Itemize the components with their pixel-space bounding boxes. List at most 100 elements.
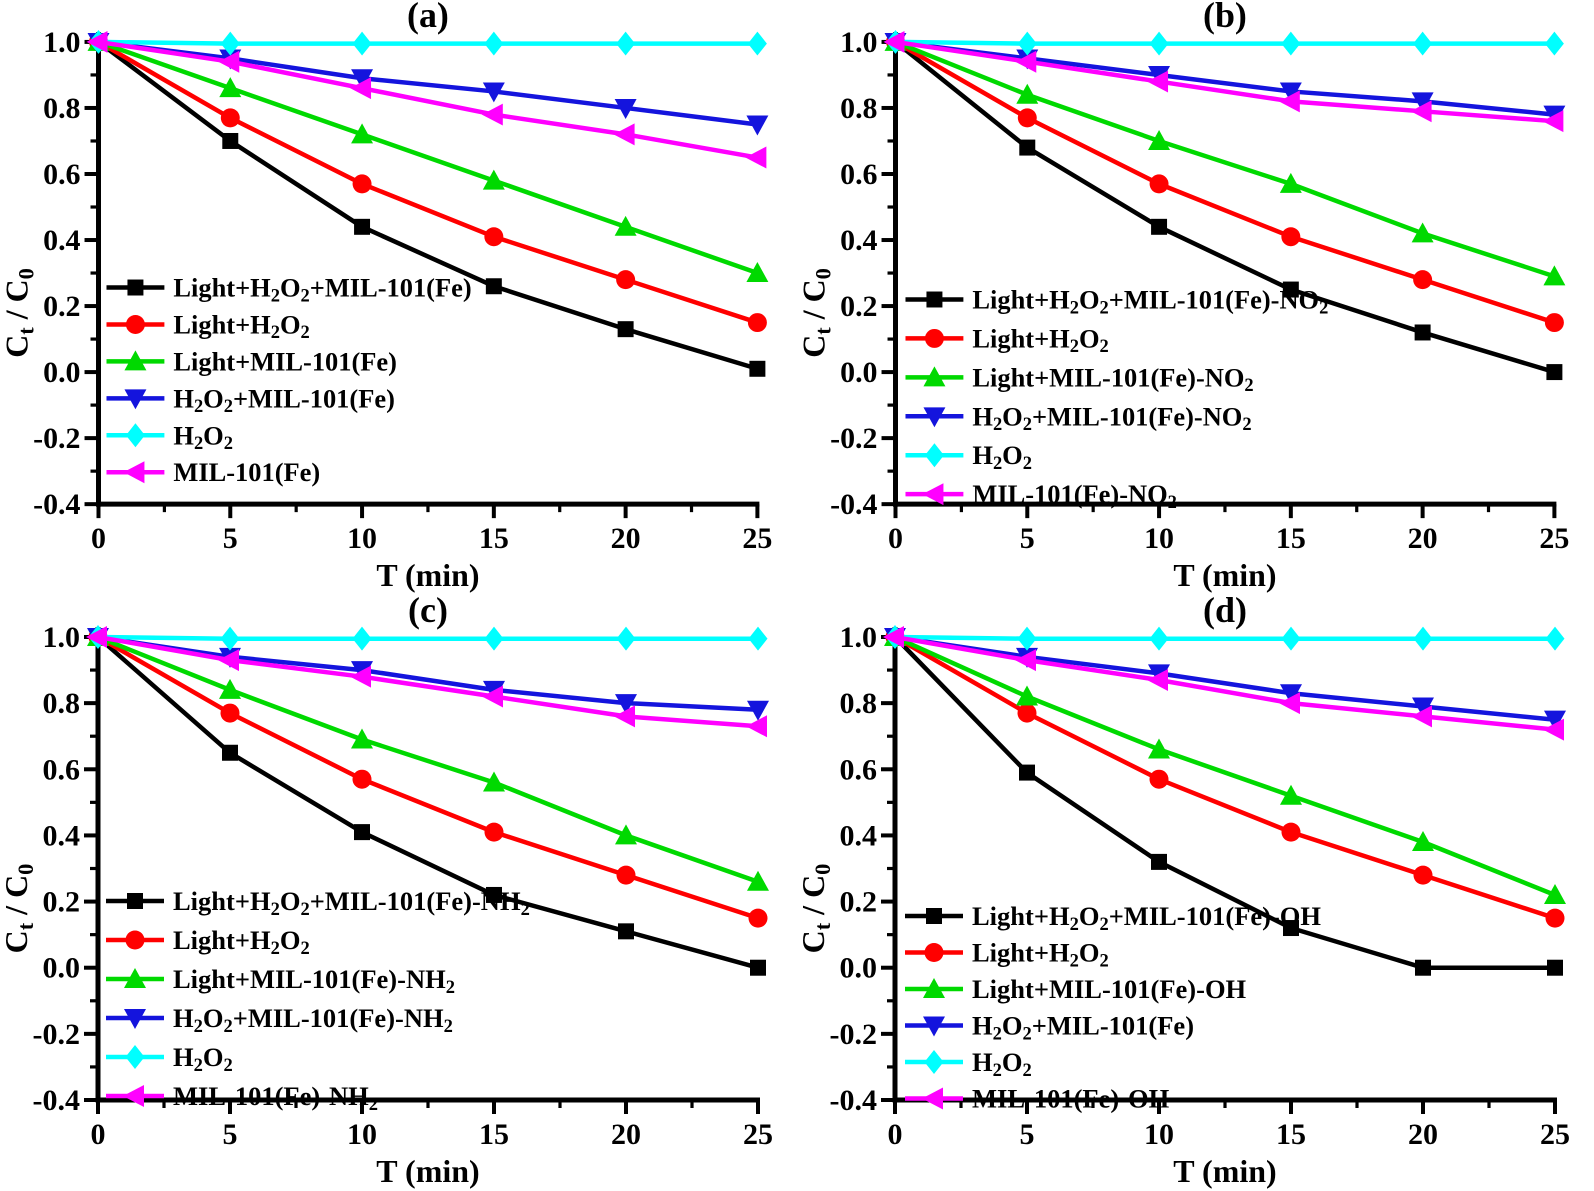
y-tick-label: 1.0 xyxy=(43,621,81,654)
panel-title: (c) xyxy=(408,595,448,630)
x-tick-label: 0 xyxy=(91,1118,106,1151)
panel-a-chart: (a) 1.0 0.8 0.6 0.4 0.2 0.0 -0.2 -0.4 0 5 10 15 20 25 T… xyxy=(0,0,772,593)
triangle-down-marker xyxy=(923,407,946,428)
square-marker xyxy=(354,218,371,235)
y-tick-label: -0.4 xyxy=(33,1084,81,1117)
x-axis-title: T (min) xyxy=(1173,558,1276,593)
triangle-up-marker xyxy=(614,215,637,236)
series-line xyxy=(892,634,1558,641)
triangle-down-marker xyxy=(1412,697,1434,718)
y-tick-label: 1.0 xyxy=(43,26,80,59)
square-marker xyxy=(1151,853,1167,870)
legend-item: MIL-101(Fe)-NH2 xyxy=(106,1081,378,1115)
diamond-marker xyxy=(1281,626,1301,651)
triangle-left-marker xyxy=(1015,649,1036,672)
panel-title: (d) xyxy=(1203,595,1247,630)
y-tick-label: -0.2 xyxy=(33,422,80,455)
x-tick-label: 10 xyxy=(347,522,377,555)
triangle-up-marker xyxy=(482,169,505,190)
triangle-left-marker xyxy=(218,50,240,73)
circle-marker xyxy=(220,703,240,723)
triangle-left-marker xyxy=(86,626,107,648)
y-tick-label: 1.0 xyxy=(840,26,877,59)
square-marker xyxy=(1546,364,1563,381)
y-tick-label: 0.0 xyxy=(840,356,877,389)
legend-label: H2O2+MIL-101(Fe)-NH2 xyxy=(173,1003,453,1037)
triangle-left-marker xyxy=(1410,100,1432,123)
x-tick-label: 20 xyxy=(611,522,641,555)
square-marker xyxy=(222,744,238,761)
triangle-down-marker xyxy=(614,98,637,119)
panel-title: (a) xyxy=(407,0,449,35)
triangle-left-marker xyxy=(614,705,635,728)
legend-item: H2O2 xyxy=(106,420,233,453)
series xyxy=(884,30,1566,286)
x-tick-label: 10 xyxy=(1144,1118,1174,1151)
circle-marker xyxy=(1544,313,1564,333)
circle-marker xyxy=(484,227,504,247)
y-tick-label: 0.0 xyxy=(43,952,81,985)
panel-b: (b) 1.0 0.8 0.6 0.4 0.2 0.0 -0.2 -0.4 0 5 10 15 20 25 T… xyxy=(797,0,1594,595)
diamond-marker xyxy=(1017,626,1037,651)
triangle-left-marker xyxy=(883,626,904,648)
triangle-up-marker xyxy=(1411,222,1434,243)
triangle-left-marker xyxy=(746,715,767,738)
triangle-left-marker xyxy=(1542,110,1564,133)
series-line xyxy=(95,634,761,970)
x-tick-label: 5 xyxy=(223,1118,238,1151)
diamond-marker xyxy=(924,443,944,468)
diamond-marker xyxy=(125,1045,145,1069)
diamond-marker xyxy=(748,626,768,651)
y-tick-label: -0.2 xyxy=(33,1018,81,1051)
series xyxy=(88,627,768,928)
y-tick-label: 0.4 xyxy=(840,224,877,257)
circle-marker xyxy=(1545,908,1565,928)
legend: Light+H2O2+MIL-101(Fe)Light+H2O2 Light+MI… xyxy=(106,273,472,487)
circle-marker xyxy=(125,314,145,334)
triangle-up-marker xyxy=(1148,738,1170,759)
diamond-marker xyxy=(1281,31,1301,56)
square-marker xyxy=(926,908,942,924)
series xyxy=(86,30,767,169)
triangle-down-marker xyxy=(1280,684,1302,705)
x-tick-label: 20 xyxy=(611,1118,641,1151)
triangle-left-marker xyxy=(482,685,503,708)
diamond-marker xyxy=(747,31,767,56)
triangle-down-marker xyxy=(1411,92,1434,113)
legend-item: MIL-101(Fe)-NO2 xyxy=(905,479,1177,512)
legend-item: H2O2 xyxy=(905,1047,1032,1081)
y-tick-label: -0.4 xyxy=(33,488,80,521)
y-tick-label: 0.0 xyxy=(43,356,80,389)
x-tick-label: 20 xyxy=(1408,522,1438,555)
triangle-left-marker xyxy=(1015,50,1037,73)
x-tick-label: 25 xyxy=(743,1118,773,1151)
y-axis-title: Ct / C0 xyxy=(797,864,835,954)
circle-marker xyxy=(352,769,372,789)
legend-label: H2O2 xyxy=(972,440,1032,473)
square-marker xyxy=(617,321,634,338)
triangle-left-marker xyxy=(350,77,372,100)
triangle-up-marker xyxy=(746,262,769,283)
panel-d: (d) 1.0 0.8 0.6 0.4 0.2 0.0 -0.2 -0.4 0 5 10 15 20 25 T… xyxy=(797,595,1594,1191)
series-line xyxy=(96,39,760,325)
triangle-left-marker xyxy=(1147,668,1168,691)
triangle-down-marker xyxy=(923,1016,945,1037)
y-axis-title: Ct / C0 xyxy=(0,268,38,358)
y-axis-title: Ct / C0 xyxy=(0,864,38,954)
y-tick-label: 0.6 xyxy=(43,753,81,786)
legend-label: MIL-101(Fe)-NO2 xyxy=(972,479,1177,512)
legend-label: Light+H2O2+MIL-101(Fe)-NH2 xyxy=(173,886,530,920)
x-tick-label: 25 xyxy=(1539,522,1569,555)
legend-label: Light+MIL-101(Fe)-NO2 xyxy=(972,362,1253,395)
circle-marker xyxy=(616,270,636,290)
y-tick-label: 0.2 xyxy=(840,290,877,323)
legend-label: H2O2 xyxy=(173,420,233,453)
triangle-left-marker xyxy=(350,665,371,688)
legend-label: Light+H2O2+MIL-101(Fe)-NO2 xyxy=(972,284,1328,317)
y-tick-label: 0.6 xyxy=(43,158,80,191)
triangle-up-marker xyxy=(923,978,945,998)
triangle-up-marker xyxy=(219,678,241,699)
legend-item: H2O2+MIL-101(Fe)-NO2 xyxy=(905,401,1252,434)
triangle-up-marker xyxy=(615,824,637,845)
series xyxy=(885,627,1565,928)
